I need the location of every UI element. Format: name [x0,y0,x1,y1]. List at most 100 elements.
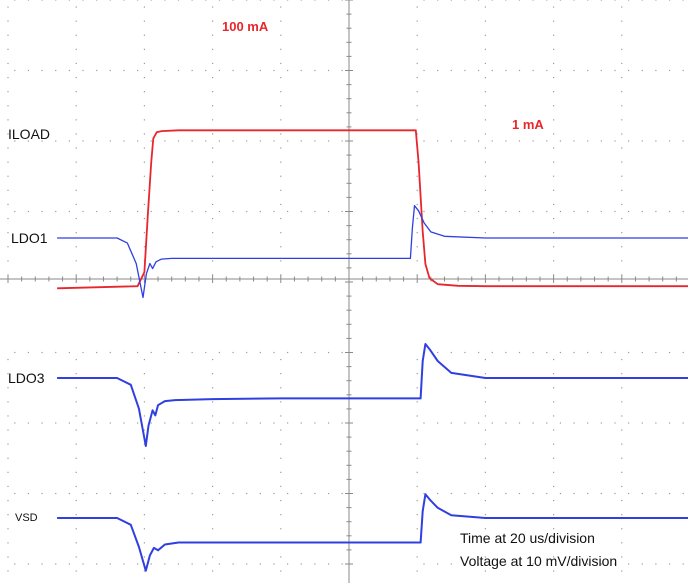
grid-dot [259,351,261,354]
grid-dot [553,105,555,107]
grid-dot [280,76,282,79]
grid-dot [7,203,9,206]
grid-dot [621,232,623,234]
grid-dot [143,415,145,417]
grid-dot [300,422,302,424]
grid-dot [491,351,493,354]
grid-dot [7,232,9,234]
grid-dot [136,563,139,565]
grid-dot [75,133,77,135]
grid-dot [68,69,70,72]
grid-dot [484,161,486,163]
grid-dot [491,69,493,72]
grid-dot [75,373,77,375]
ldo3-label: LDO3 [8,370,45,386]
grid-dot [341,0,343,1]
grid-dot [553,415,555,417]
grid-dot [212,147,214,149]
grid-dot [109,351,111,354]
grid-dot [75,443,77,445]
grid-dot [14,210,16,213]
grid-dot [280,274,282,276]
grid-dot [143,34,145,36]
grid-dot [628,0,630,1]
grid-dot [621,443,623,445]
grid-dot [280,443,282,445]
grid-dot [614,69,616,72]
grid-dot [164,69,166,72]
iload-level-label: 1 mA [512,117,544,132]
grid-dot [621,260,623,262]
grid-dot [621,415,623,417]
grid-dot [464,492,466,495]
grid-dot [68,563,70,565]
grid-dot [300,351,302,354]
grid-dot [14,0,16,1]
grid-dot [143,203,145,206]
grid-dot [559,69,562,72]
grid-dot [450,210,452,213]
chart-labels: ILOAD 100 mA 1 mA LDO1 LDO3 VSD [8,19,544,524]
grid-dot [587,140,589,142]
grid-dot [553,91,555,93]
grid-dot [621,246,623,248]
grid-dot [484,457,486,459]
grid-dot [280,528,282,530]
grid-dot [464,69,466,72]
grid-dot [484,6,486,8]
grid-dot [416,401,418,403]
grid-dot [27,422,30,424]
grid-dot [123,351,125,354]
grid-dot [75,429,77,431]
grid-dot [668,0,671,1]
grid-dot [75,499,77,502]
grid-dot [484,189,486,191]
grid-dot [416,373,418,375]
grid-dot [484,48,486,50]
grid-dot [143,499,145,502]
grid-dot [621,6,623,8]
grid-dot [477,210,480,213]
grid-dot [27,351,30,354]
grid-dot [27,492,30,495]
grid-dot [546,140,548,142]
grid-dot [280,514,282,516]
grid-dot [416,20,418,22]
grid-dot [259,422,261,424]
grid-dot [109,563,111,565]
grid-dot [621,373,623,375]
grid-dot [553,189,555,191]
grid-dot [416,457,418,459]
grid-dot [416,105,418,107]
grid-dot [14,422,16,424]
grid-dot [7,274,9,276]
grid-dot [682,563,684,565]
grid-dot [212,556,214,558]
grid-dot [491,422,493,424]
grid-dot [75,147,77,149]
grid-dot [75,62,77,65]
grid-dot [14,563,16,565]
grid-dot [614,563,616,565]
grid-dot [600,140,602,142]
grid-dot [416,471,418,473]
grid-dot [177,422,180,424]
grid-dot [273,422,275,424]
grid-dot [464,351,466,354]
grid-dot [477,0,480,1]
grid-dot [546,210,548,213]
grid-dot [416,34,418,36]
grid-dot [505,563,507,565]
grid-dot [559,0,562,1]
grid-dot [259,563,261,565]
grid-dot [212,189,214,191]
grid-dot [300,210,302,213]
grid-dot [96,210,98,213]
grid-dot [7,6,9,8]
grid-dot [123,210,125,213]
grid-dot [477,492,480,495]
grid-dot [246,0,248,1]
grid-dot [287,0,289,1]
grid-dot [532,563,534,565]
grid-dot [505,492,507,495]
